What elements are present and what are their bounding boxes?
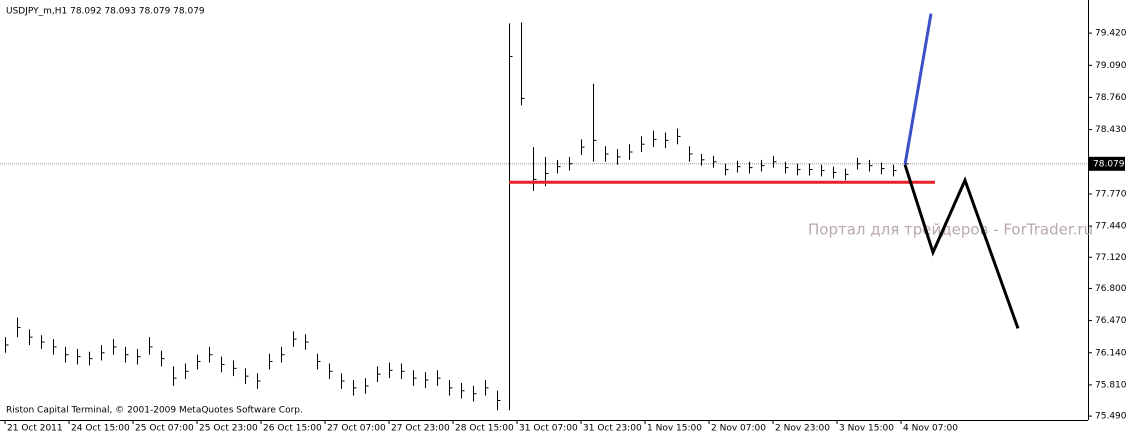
x-tick-label: 24 Oct 15:00 (71, 424, 130, 434)
y-tick-label: 77.770 (1095, 189, 1127, 199)
drawn-line (903, 164, 1020, 329)
x-tick-label: 27 Oct 07:00 (327, 424, 386, 434)
x-tick-label: 25 Oct 23:00 (199, 424, 258, 434)
x-tick-label: 25 Oct 07:00 (135, 424, 194, 434)
x-tick-label: 26 Oct 15:00 (263, 424, 322, 434)
y-tick-label: 76.470 (1095, 316, 1127, 326)
y-tick-label: 76.800 (1095, 284, 1127, 294)
x-tick-label: 27 Oct 23:00 (391, 424, 450, 434)
y-tick-label: 78.760 (1095, 93, 1127, 103)
chart-title: USDJPY_m,H1 78.092 78.093 78.079 78.079 (6, 7, 205, 17)
y-tick-label: 79.420 (1095, 29, 1127, 39)
y-tick-label: 76.140 (1095, 348, 1127, 358)
x-tick-label: 31 Oct 07:00 (519, 424, 578, 434)
current-price-label: 78.079 (1093, 159, 1125, 169)
x-tick-label: 3 Nov 15:00 (839, 424, 894, 434)
x-tick-label: 4 Nov 07:00 (903, 424, 958, 434)
x-tick-label: 2 Nov 07:00 (711, 424, 766, 434)
y-tick-label: 75.810 (1095, 380, 1127, 390)
drawn-line (903, 13, 933, 165)
y-tick-label: 77.120 (1095, 253, 1127, 263)
footer: Riston Capital Terminal, © 2001-2009 Met… (6, 406, 303, 416)
x-tick-label: 28 Oct 15:00 (455, 424, 514, 434)
y-tick-label: 78.430 (1095, 125, 1127, 135)
y-tick-label: 79.090 (1095, 61, 1127, 71)
x-tick-label: 2 Nov 23:00 (775, 424, 830, 434)
x-tick-label: 21 Oct 2011 (7, 424, 63, 434)
x-tick-label: 1 Nov 15:00 (647, 424, 702, 434)
x-tick-label: 31 Oct 23:00 (583, 424, 642, 434)
current-price-box (1089, 156, 1125, 171)
y-tick-label: 77.440 (1095, 222, 1127, 232)
y-tick-label: 75.490 (1095, 412, 1127, 422)
watermark: Портал для трейдеров - ForTrader.ru (808, 221, 1093, 239)
